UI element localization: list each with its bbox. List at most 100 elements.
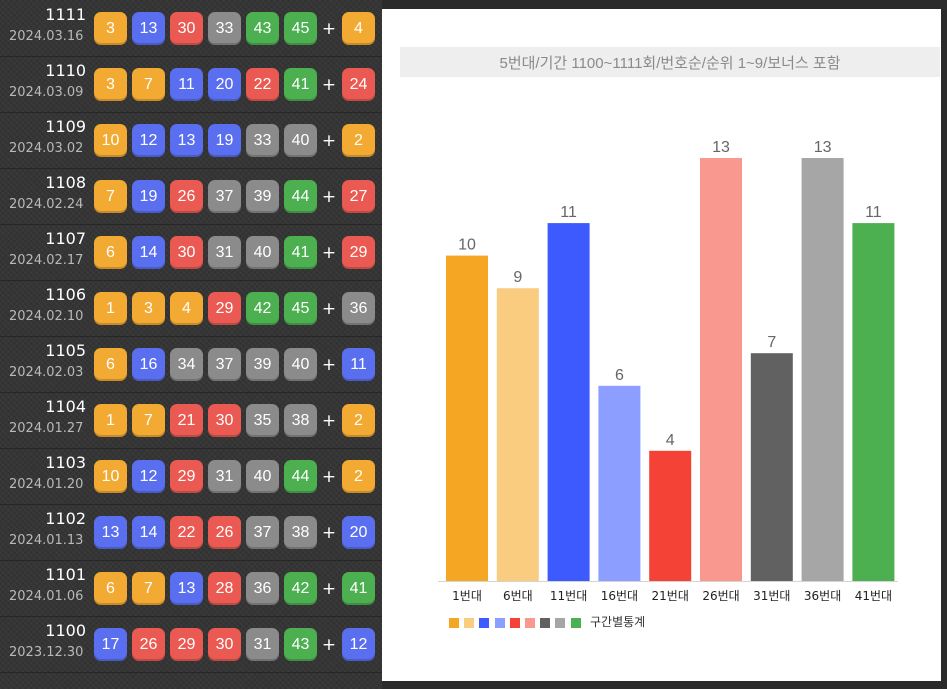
x-tick-label: 31번대 bbox=[753, 589, 790, 603]
number-ball: 7 bbox=[132, 404, 165, 437]
plus-sign: + bbox=[321, 242, 337, 263]
number-ball: 30 bbox=[170, 236, 203, 269]
bar[interactable] bbox=[649, 450, 692, 581]
bar-value-label: 11 bbox=[560, 204, 577, 221]
plus-sign: + bbox=[321, 130, 337, 151]
draw-row[interactable]: 1111 2024.03.16 3 13 30 33 43 45 +4 bbox=[0, 0, 382, 57]
number-ball: 6 bbox=[94, 348, 127, 381]
number-ball: 33 bbox=[208, 12, 241, 45]
draw-round: 1108 bbox=[45, 173, 86, 192]
draw-row[interactable]: 1107 2024.02.17 6 14 30 31 40 41 +29 bbox=[0, 224, 382, 281]
number-ball: 45 bbox=[284, 292, 317, 325]
plus-sign: + bbox=[321, 354, 337, 375]
bonus-ball: 20 bbox=[342, 516, 375, 549]
x-tick-label: 21번대 bbox=[652, 589, 689, 603]
number-ball: 14 bbox=[132, 236, 165, 269]
bonus-ball: 11 bbox=[342, 348, 375, 381]
number-ball: 37 bbox=[208, 348, 241, 381]
plus-sign: + bbox=[321, 634, 337, 655]
draw-round: 1107 bbox=[45, 229, 86, 248]
bonus-ball: 24 bbox=[342, 68, 375, 101]
number-ball: 3 bbox=[94, 68, 127, 101]
number-ball: 6 bbox=[94, 236, 127, 269]
plus-sign: + bbox=[321, 466, 337, 487]
draw-row[interactable]: 1109 2024.03.02 10 12 13 19 33 40 +2 bbox=[0, 112, 382, 169]
bar-value-label: 11 bbox=[865, 204, 882, 221]
bar-chart: 10 1번대 9 6번대 11 11번대 6 16번대 4 21번대 13 26번대 7 31번대 13 36… bbox=[438, 139, 898, 603]
bar[interactable] bbox=[496, 288, 539, 581]
draw-row[interactable]: 1103 2024.01.20 10 12 29 31 40 44 +2 bbox=[0, 448, 382, 505]
legend-swatch bbox=[449, 618, 459, 628]
number-ball: 42 bbox=[246, 292, 279, 325]
number-ball: 40 bbox=[246, 460, 279, 493]
draw-date: 2024.03.02 bbox=[9, 141, 84, 156]
draw-round: 1109 bbox=[45, 117, 86, 136]
draw-row[interactable]: 1105 2024.02.03 6 16 34 37 39 40 +11 bbox=[0, 336, 382, 393]
number-ball: 12 bbox=[132, 460, 165, 493]
number-ball: 40 bbox=[246, 236, 279, 269]
legend-swatch bbox=[540, 618, 551, 628]
plus-sign: + bbox=[321, 410, 337, 431]
number-ball: 20 bbox=[208, 68, 241, 101]
number-ball: 45 bbox=[284, 12, 317, 45]
number-ball: 19 bbox=[132, 180, 165, 213]
legend-swatch bbox=[479, 618, 490, 628]
plus-sign: + bbox=[321, 18, 337, 39]
bar[interactable] bbox=[801, 158, 844, 581]
bonus-ball: 2 bbox=[342, 460, 375, 493]
x-tick-label: 1번대 bbox=[452, 589, 482, 603]
draw-row[interactable]: 1108 2024.02.24 7 19 26 37 39 44 +27 bbox=[0, 168, 382, 225]
number-ball: 37 bbox=[246, 516, 279, 549]
bar[interactable] bbox=[852, 223, 895, 581]
x-tick-label: 36번대 bbox=[804, 589, 841, 603]
number-ball: 30 bbox=[208, 628, 241, 661]
number-ball: 43 bbox=[284, 628, 317, 661]
draw-row[interactable]: 1110 2024.03.09 3 7 11 20 22 41 +24 bbox=[0, 56, 382, 113]
number-ball: 40 bbox=[284, 124, 317, 157]
number-ball: 13 bbox=[170, 124, 203, 157]
draw-row[interactable]: 1102 2024.01.13 13 14 22 26 37 38 +20 bbox=[0, 504, 382, 561]
draw-row[interactable]: 1101 2024.01.06 6 7 13 28 36 42 +41 bbox=[0, 560, 382, 617]
draw-row[interactable]: 1104 2024.01.27 1 7 21 30 35 38 +2 bbox=[0, 392, 382, 449]
bonus-ball: 29 bbox=[342, 236, 375, 269]
number-ball: 44 bbox=[284, 460, 317, 493]
draw-round: 1106 bbox=[45, 285, 86, 304]
number-ball: 10 bbox=[94, 460, 127, 493]
bar-value-label: 9 bbox=[513, 269, 522, 286]
draw-row[interactable]: 1106 2024.02.10 1 3 4 29 42 45 +36 bbox=[0, 280, 382, 337]
draw-round: 1110 bbox=[45, 61, 86, 80]
bonus-ball: 4 bbox=[342, 12, 375, 45]
number-ball: 12 bbox=[132, 124, 165, 157]
bar[interactable] bbox=[547, 223, 590, 581]
bar-value-label: 13 bbox=[712, 139, 730, 156]
draw-row[interactable]: 1100 2023.12.30 17 26 29 30 31 43 +12 bbox=[0, 616, 382, 673]
draw-date: 2024.01.27 bbox=[9, 421, 84, 436]
number-ball: 4 bbox=[170, 292, 203, 325]
legend-swatch bbox=[570, 618, 581, 628]
number-ball: 41 bbox=[284, 236, 317, 269]
bar[interactable] bbox=[598, 385, 641, 581]
number-ball: 39 bbox=[246, 180, 279, 213]
number-ball: 13 bbox=[170, 572, 203, 605]
draw-date: 2024.03.16 bbox=[9, 29, 84, 44]
number-ball: 29 bbox=[170, 460, 203, 493]
draw-date: 2024.01.20 bbox=[9, 477, 84, 492]
chart-title: 5번대/기간 1100~1111회/번호순/순위 1~9/보너스 포함 bbox=[400, 47, 940, 77]
plus-sign: + bbox=[321, 298, 337, 319]
number-ball: 1 bbox=[94, 404, 127, 437]
number-ball: 40 bbox=[284, 348, 317, 381]
number-ball: 14 bbox=[132, 516, 165, 549]
draw-round: 1103 bbox=[45, 453, 86, 472]
number-ball: 10 bbox=[94, 124, 127, 157]
bar[interactable] bbox=[750, 353, 793, 581]
bar[interactable] bbox=[446, 255, 488, 581]
bonus-ball: 2 bbox=[342, 124, 375, 157]
draw-date: 2024.02.03 bbox=[9, 365, 84, 380]
draw-date: 2024.02.10 bbox=[9, 309, 84, 324]
number-ball: 26 bbox=[208, 516, 241, 549]
bar[interactable] bbox=[700, 158, 742, 581]
x-tick-label: 16번대 bbox=[601, 589, 638, 603]
legend-swatch bbox=[525, 618, 535, 628]
number-ball: 7 bbox=[94, 180, 127, 213]
bar-value-label: 13 bbox=[814, 139, 832, 156]
